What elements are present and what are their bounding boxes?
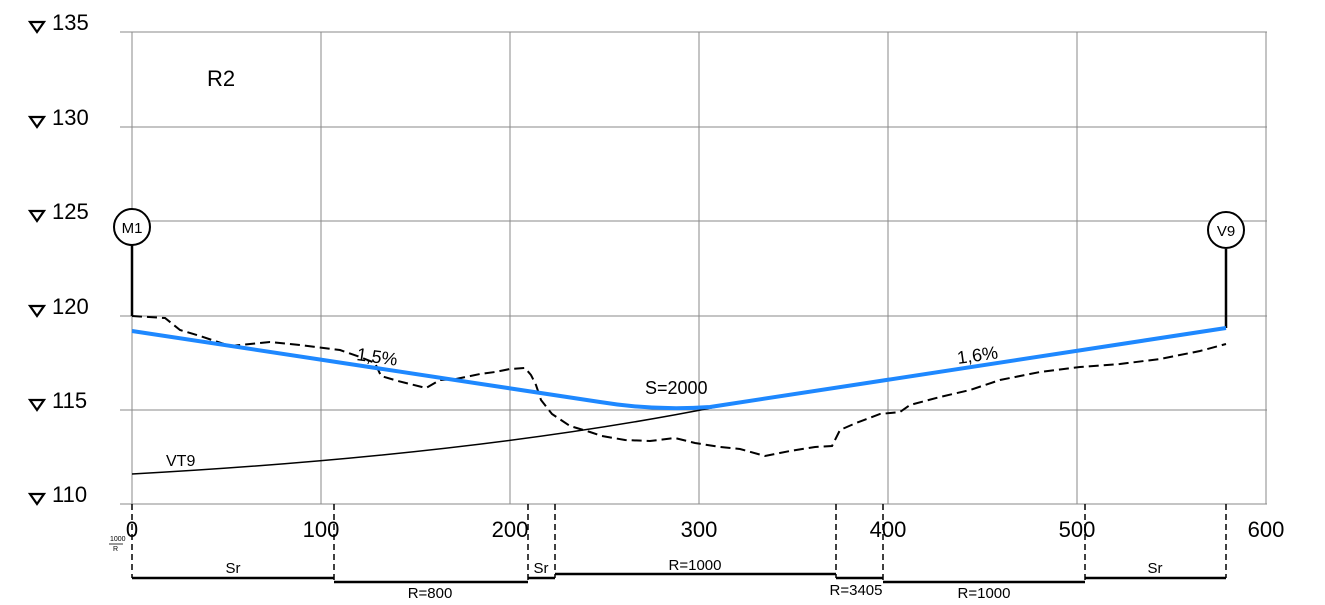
- chainage-label-300: 300: [681, 517, 718, 542]
- curvature-band-title: 1000: [110, 536, 126, 543]
- elevation-triangle-icon: [27, 115, 47, 129]
- band-sr-1: Sr: [226, 560, 241, 577]
- bubble-v9: V9: [1217, 223, 1235, 240]
- chainage-label-600: 600: [1248, 517, 1285, 542]
- band-r1000-a: R=1000: [669, 557, 722, 574]
- vertical-curve-label: S=2000: [645, 378, 708, 398]
- chainage-label-200: 200: [492, 517, 529, 542]
- elevation-triangle-icon: [27, 398, 47, 412]
- chainage-axis: 0 100 200 300 400 500 600: [126, 517, 1284, 542]
- station-markers: M1 V9: [113, 208, 1245, 328]
- elevation-label-135: 135: [52, 10, 89, 35]
- band-sr-3: Sr: [1148, 560, 1163, 577]
- elevation-axis: 135 130 125 120 115 110: [27, 10, 89, 507]
- chainage-label-500: 500: [1059, 517, 1096, 542]
- elevation-label-120: 120: [52, 294, 89, 319]
- curvature-band-title-den: R: [113, 546, 118, 553]
- band-r3405: R=3405: [830, 582, 883, 599]
- elevation-label-125: 125: [52, 199, 89, 224]
- existing-ground-line: [131, 315, 1227, 458]
- elevation-label-110: 110: [52, 482, 87, 507]
- band-r1000-b: R=1000: [958, 585, 1011, 602]
- elevation-label-115: 115: [52, 388, 87, 413]
- bubble-m1: M1: [122, 220, 143, 237]
- band-sr-2: Sr: [534, 560, 549, 577]
- reference-curve-vt9: [131, 406, 717, 475]
- chainage-label-400: 400: [870, 517, 907, 542]
- grid: [120, 31, 1267, 505]
- elevation-triangle-icon: [27, 209, 47, 223]
- chainage-label-100: 100: [303, 517, 340, 542]
- band-r800: R=800: [408, 585, 453, 602]
- curvature-band: 1000 R Sr R=800 Sr R=1000 R=3405 R=1000: [109, 504, 1227, 602]
- sheet-label: R2: [207, 66, 235, 91]
- elevation-triangle-icon: [27, 492, 47, 506]
- design-grade-line: [131, 326, 1227, 411]
- elevation-label-130: 130: [52, 105, 89, 130]
- reference-curve-label: VT9: [166, 453, 195, 470]
- elevation-triangle-icon: [27, 20, 47, 34]
- elevation-triangle-icon: [27, 304, 47, 318]
